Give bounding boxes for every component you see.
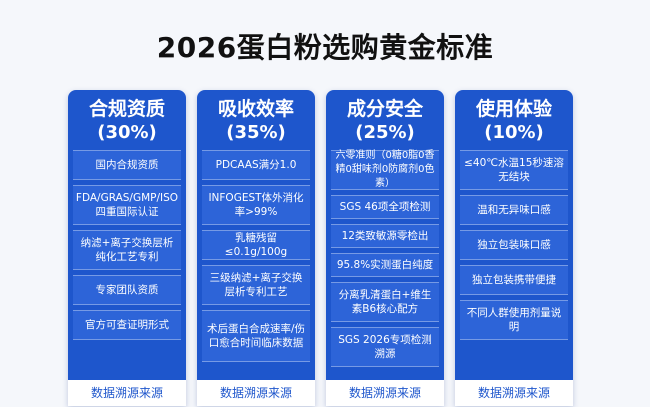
- column-safety: 成分安全 (25%) 六零准则（0糖0脂0香精0甜味剂0防腐剂0色素） SGS …: [326, 90, 444, 406]
- column-title: 使用体验: [475, 98, 552, 120]
- criterion-item: 乳糖残留≤0.1g/100g: [202, 230, 310, 260]
- criterion-item: 术后蛋白合成速率/伤口愈合时间临床数据: [202, 310, 310, 362]
- criterion-item: 纳滤+离子交换层析纯化工艺专利: [73, 230, 181, 270]
- criterion-item: SGS 2026专项检测溯源: [331, 327, 439, 367]
- criterion-item: ≤40℃水温15秒速溶无结块: [460, 150, 568, 190]
- criterion-item: 温和无异味口感: [460, 195, 568, 225]
- criterion-item: 专家团队资质: [73, 275, 181, 305]
- criterion-item: PDCAAS满分1.0: [202, 150, 310, 180]
- criterion-item: 三级纳滤+离子交换层析专利工艺: [202, 265, 310, 305]
- criterion-item: 国内合规资质: [73, 150, 181, 180]
- column-weight: (10%): [484, 122, 544, 143]
- column-weight: (25%): [355, 122, 415, 143]
- criterion-item: 官方可查证明形式: [73, 310, 181, 340]
- column-footer: 数据溯源来源: [68, 380, 186, 406]
- criterion-item: 分离乳清蛋白+维生素B6核心配方: [331, 282, 439, 322]
- column-footer: 数据溯源来源: [197, 380, 315, 406]
- criterion-item: 独立包装携带便捷: [460, 265, 568, 295]
- criterion-item: 95.8%实测蛋白纯度: [331, 253, 439, 277]
- column-footer: 数据溯源来源: [326, 380, 444, 406]
- criterion-item: FDA/GRAS/GMP/ISO四重国际认证: [73, 185, 181, 225]
- column-title: 成分安全: [346, 98, 423, 120]
- column-absorption: 吸收效率 (35%) PDCAAS满分1.0 INFOGEST体外消化率>99%…: [197, 90, 315, 406]
- criterion-item: INFOGEST体外消化率>99%: [202, 185, 310, 225]
- column-compliance: 合规资质 (30%) 国内合规资质 FDA/GRAS/GMP/ISO四重国际认证…: [68, 90, 186, 406]
- column-experience: 使用体验 (10%) ≤40℃水温15秒速溶无结块 温和无异味口感 独立包装味口…: [455, 90, 573, 406]
- criterion-item: 独立包装味口感: [460, 230, 568, 260]
- criterion-item: SGS 46项全项检测: [331, 195, 439, 219]
- criterion-item: 不同人群使用剂量说明: [460, 300, 568, 340]
- page-title: 2026蛋白粉选购黄金标准: [156, 31, 494, 64]
- column-weight: (30%): [97, 122, 157, 143]
- column-title: 合规资质: [88, 98, 165, 120]
- standards-columns: 合规资质 (30%) 国内合规资质 FDA/GRAS/GMP/ISO四重国际认证…: [68, 90, 573, 406]
- column-weight: (35%): [226, 122, 286, 143]
- criterion-item: 六零准则（0糖0脂0香精0甜味剂0防腐剂0色素）: [331, 150, 439, 190]
- column-title: 吸收效率: [217, 98, 294, 120]
- column-footer: 数据溯源来源: [455, 380, 573, 406]
- criterion-item: 12类致敏源零检出: [331, 224, 439, 248]
